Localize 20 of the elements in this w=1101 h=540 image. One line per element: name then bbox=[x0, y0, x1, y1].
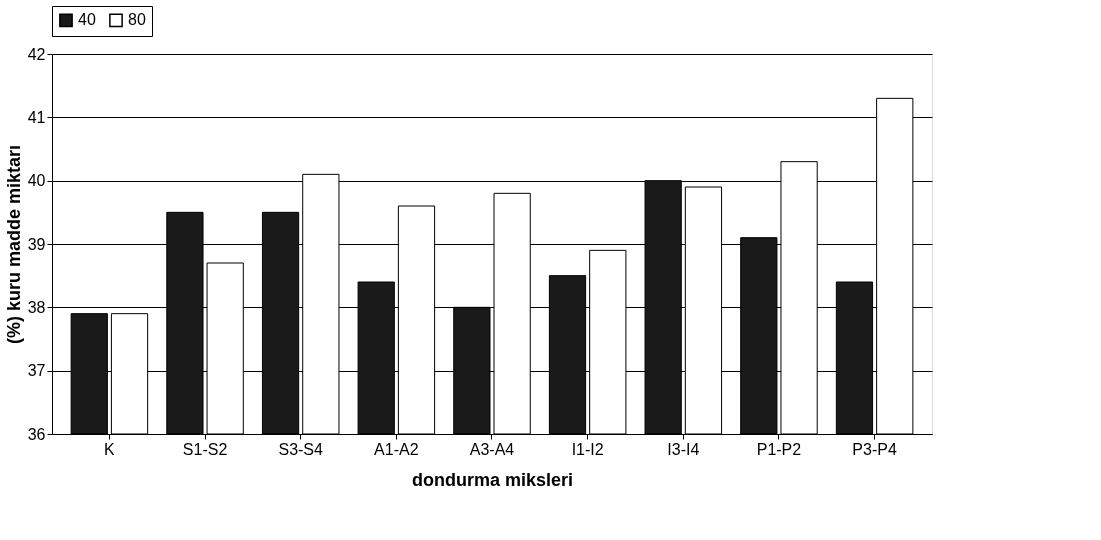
x-tick-label: P3-P4 bbox=[852, 440, 897, 458]
y-tick-label: 37 bbox=[27, 362, 46, 380]
x-tick-label: I1-I2 bbox=[571, 440, 604, 458]
legend-label: 40 bbox=[78, 11, 96, 29]
x-tick-label: S1-S2 bbox=[182, 440, 228, 458]
x-axis-title: dondurma miksleri bbox=[411, 469, 574, 490]
x-tick-label: A3-A4 bbox=[469, 440, 515, 458]
y-tick-label: 41 bbox=[27, 108, 46, 126]
x-tick-label: K bbox=[104, 440, 116, 458]
y-tick-label: 36 bbox=[27, 425, 46, 443]
x-tick-label: A1-A2 bbox=[374, 440, 419, 458]
legend-label: 80 bbox=[128, 11, 146, 29]
y-axis-title: (%) kuru madde miktarı bbox=[3, 144, 24, 345]
y-tick-label: 42 bbox=[27, 45, 46, 63]
y-tick-label: 39 bbox=[27, 235, 46, 253]
x-tick-label: S3-S4 bbox=[278, 440, 324, 458]
y-tick-label: 38 bbox=[27, 298, 46, 316]
x-tick-label: I3-I4 bbox=[667, 440, 700, 458]
x-tick-label: P1-P2 bbox=[756, 440, 802, 458]
y-tick-label: 40 bbox=[27, 172, 46, 190]
